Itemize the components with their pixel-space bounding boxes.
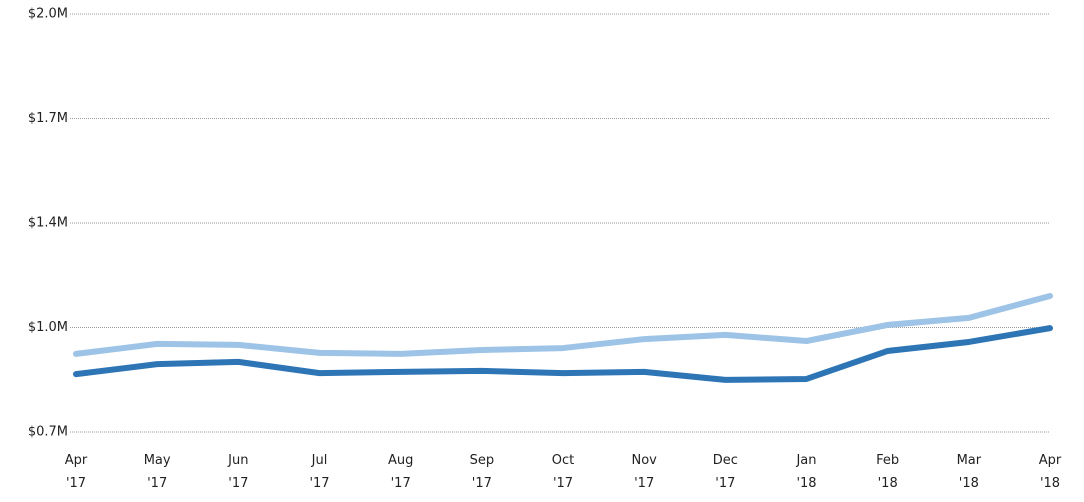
x-tick-label: Apr '17 [65, 453, 88, 491]
x-tick-label: Jul '17 [309, 453, 329, 491]
x-tick-label: Aug '17 [388, 453, 413, 491]
x-tick-label: Jun '17 [227, 453, 248, 491]
x-tick-label: Jan '18 [795, 453, 816, 491]
x-tick-label: Oct '17 [552, 453, 574, 491]
y-tick-label: $2.0M [28, 7, 68, 22]
x-tick-label: May '17 [144, 453, 171, 491]
series-line [73, 292, 1053, 357]
x-tick-label: Apr '18 [1039, 453, 1062, 491]
y-tick-label: $1.0M [28, 320, 68, 335]
x-tick-label: Sep '17 [470, 453, 495, 491]
series-line [73, 325, 1053, 383]
x-tick-label: Dec '17 [713, 453, 738, 491]
y-tick-label: $0.7M [28, 425, 68, 440]
x-tick-label: Feb '18 [876, 453, 899, 491]
x-tick-label: Mar '18 [957, 453, 982, 491]
y-tick-label: $1.4M [28, 216, 68, 231]
x-tick-label: Nov '17 [631, 453, 657, 491]
y-tick-label: $1.7M [28, 111, 68, 126]
